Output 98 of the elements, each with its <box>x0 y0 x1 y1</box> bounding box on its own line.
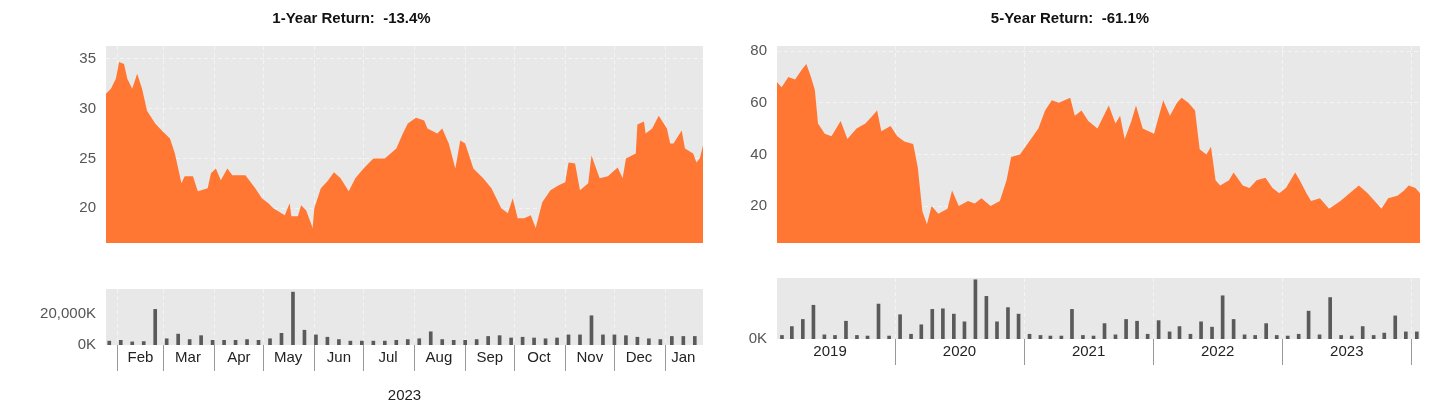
bar <box>1360 326 1365 339</box>
bar <box>405 339 410 345</box>
bar <box>1264 323 1268 339</box>
bar <box>107 340 112 345</box>
bar <box>382 340 387 345</box>
x-tick-label: Sep <box>476 348 504 366</box>
bar <box>844 320 848 339</box>
bar <box>555 337 559 345</box>
bar <box>995 321 999 339</box>
bar <box>1414 331 1419 339</box>
bar <box>909 333 913 339</box>
bar <box>417 338 422 345</box>
x-tick-label: 2020 <box>942 342 977 360</box>
x-axis-title: 2023 <box>387 386 422 404</box>
bar <box>670 336 674 345</box>
y-tick-label: 60 <box>750 92 767 110</box>
y-tick-label: 80 <box>750 41 767 59</box>
bar <box>360 340 364 345</box>
bar <box>1285 335 1290 339</box>
bar <box>268 338 272 345</box>
bar <box>578 334 582 345</box>
x-tick-label: 2021 <box>1071 342 1106 360</box>
x-tick-label: Apr <box>227 348 251 366</box>
bar <box>486 336 490 345</box>
bar <box>1404 331 1408 339</box>
bar <box>833 335 837 339</box>
bar <box>222 340 226 345</box>
bar <box>1081 335 1085 339</box>
bar <box>428 331 433 345</box>
bar <box>130 341 135 345</box>
bar <box>855 335 859 339</box>
bar <box>1393 315 1398 339</box>
bar <box>394 340 399 345</box>
x-tick-label: Jul <box>378 348 398 366</box>
x-tick-label: Jan <box>671 348 696 366</box>
bar <box>1124 319 1128 339</box>
bar <box>1382 332 1387 339</box>
x-tick-label: Dec <box>625 348 653 366</box>
x-tick-label: 2019 <box>813 342 847 360</box>
x-tick-label: Nov <box>576 348 604 366</box>
bar <box>1253 335 1258 339</box>
chart-title: 1-Year Return: -13.4% <box>272 9 431 27</box>
x-tick-label: Jun <box>326 348 351 366</box>
bar <box>153 309 158 345</box>
y-tick-label: 30 <box>79 98 96 116</box>
x-tick-label: Feb <box>127 348 154 366</box>
bar <box>601 334 605 345</box>
bar <box>952 313 956 339</box>
bar <box>898 314 902 339</box>
y-tick-label: 40 <box>750 144 767 162</box>
x-tick-label: 2022 <box>1201 342 1235 360</box>
x-tick-label: Aug <box>425 348 453 366</box>
y-tick-label: 20 <box>79 198 96 216</box>
y-tick-label: 25 <box>79 148 96 166</box>
bar <box>1349 335 1354 339</box>
bar <box>919 324 924 339</box>
x-tick-label: May <box>273 348 303 366</box>
y-tick-label: 20,000K <box>40 304 96 322</box>
y-tick-label: 35 <box>79 49 96 67</box>
bar <box>1006 307 1010 339</box>
bar <box>509 337 513 345</box>
bar <box>780 335 784 339</box>
bar <box>176 333 180 345</box>
bar <box>800 319 805 339</box>
bar <box>463 340 468 345</box>
bar <box>291 291 295 345</box>
bar <box>887 335 891 339</box>
x-tick-label: 2023 <box>1330 342 1364 360</box>
bar <box>624 335 628 345</box>
bar <box>692 336 697 345</box>
bar <box>1296 333 1301 339</box>
bar <box>164 338 169 345</box>
x-tick-label: Oct <box>527 348 552 366</box>
bar <box>1199 321 1203 339</box>
bar <box>790 326 794 339</box>
bar <box>141 341 146 345</box>
bar <box>199 335 203 345</box>
bar <box>1135 320 1139 339</box>
y-tick-label: 20 <box>750 196 767 214</box>
bar <box>245 339 249 345</box>
bar <box>681 336 686 345</box>
bar <box>941 308 945 339</box>
bar <box>118 340 123 345</box>
bar <box>1339 335 1343 339</box>
x-tick-label: Mar <box>175 348 201 366</box>
bar <box>1274 335 1279 339</box>
y-tick-label: 0K <box>77 335 96 353</box>
chart-title: 5-Year Return: -61.1% <box>990 9 1150 27</box>
bar <box>1210 326 1214 339</box>
bar <box>440 339 445 345</box>
bar <box>930 309 935 339</box>
bar <box>337 339 341 345</box>
bar <box>647 338 651 345</box>
bar <box>532 337 536 345</box>
bar <box>1070 309 1074 339</box>
bar <box>1328 297 1332 339</box>
bar <box>314 334 318 345</box>
bar <box>451 340 456 345</box>
